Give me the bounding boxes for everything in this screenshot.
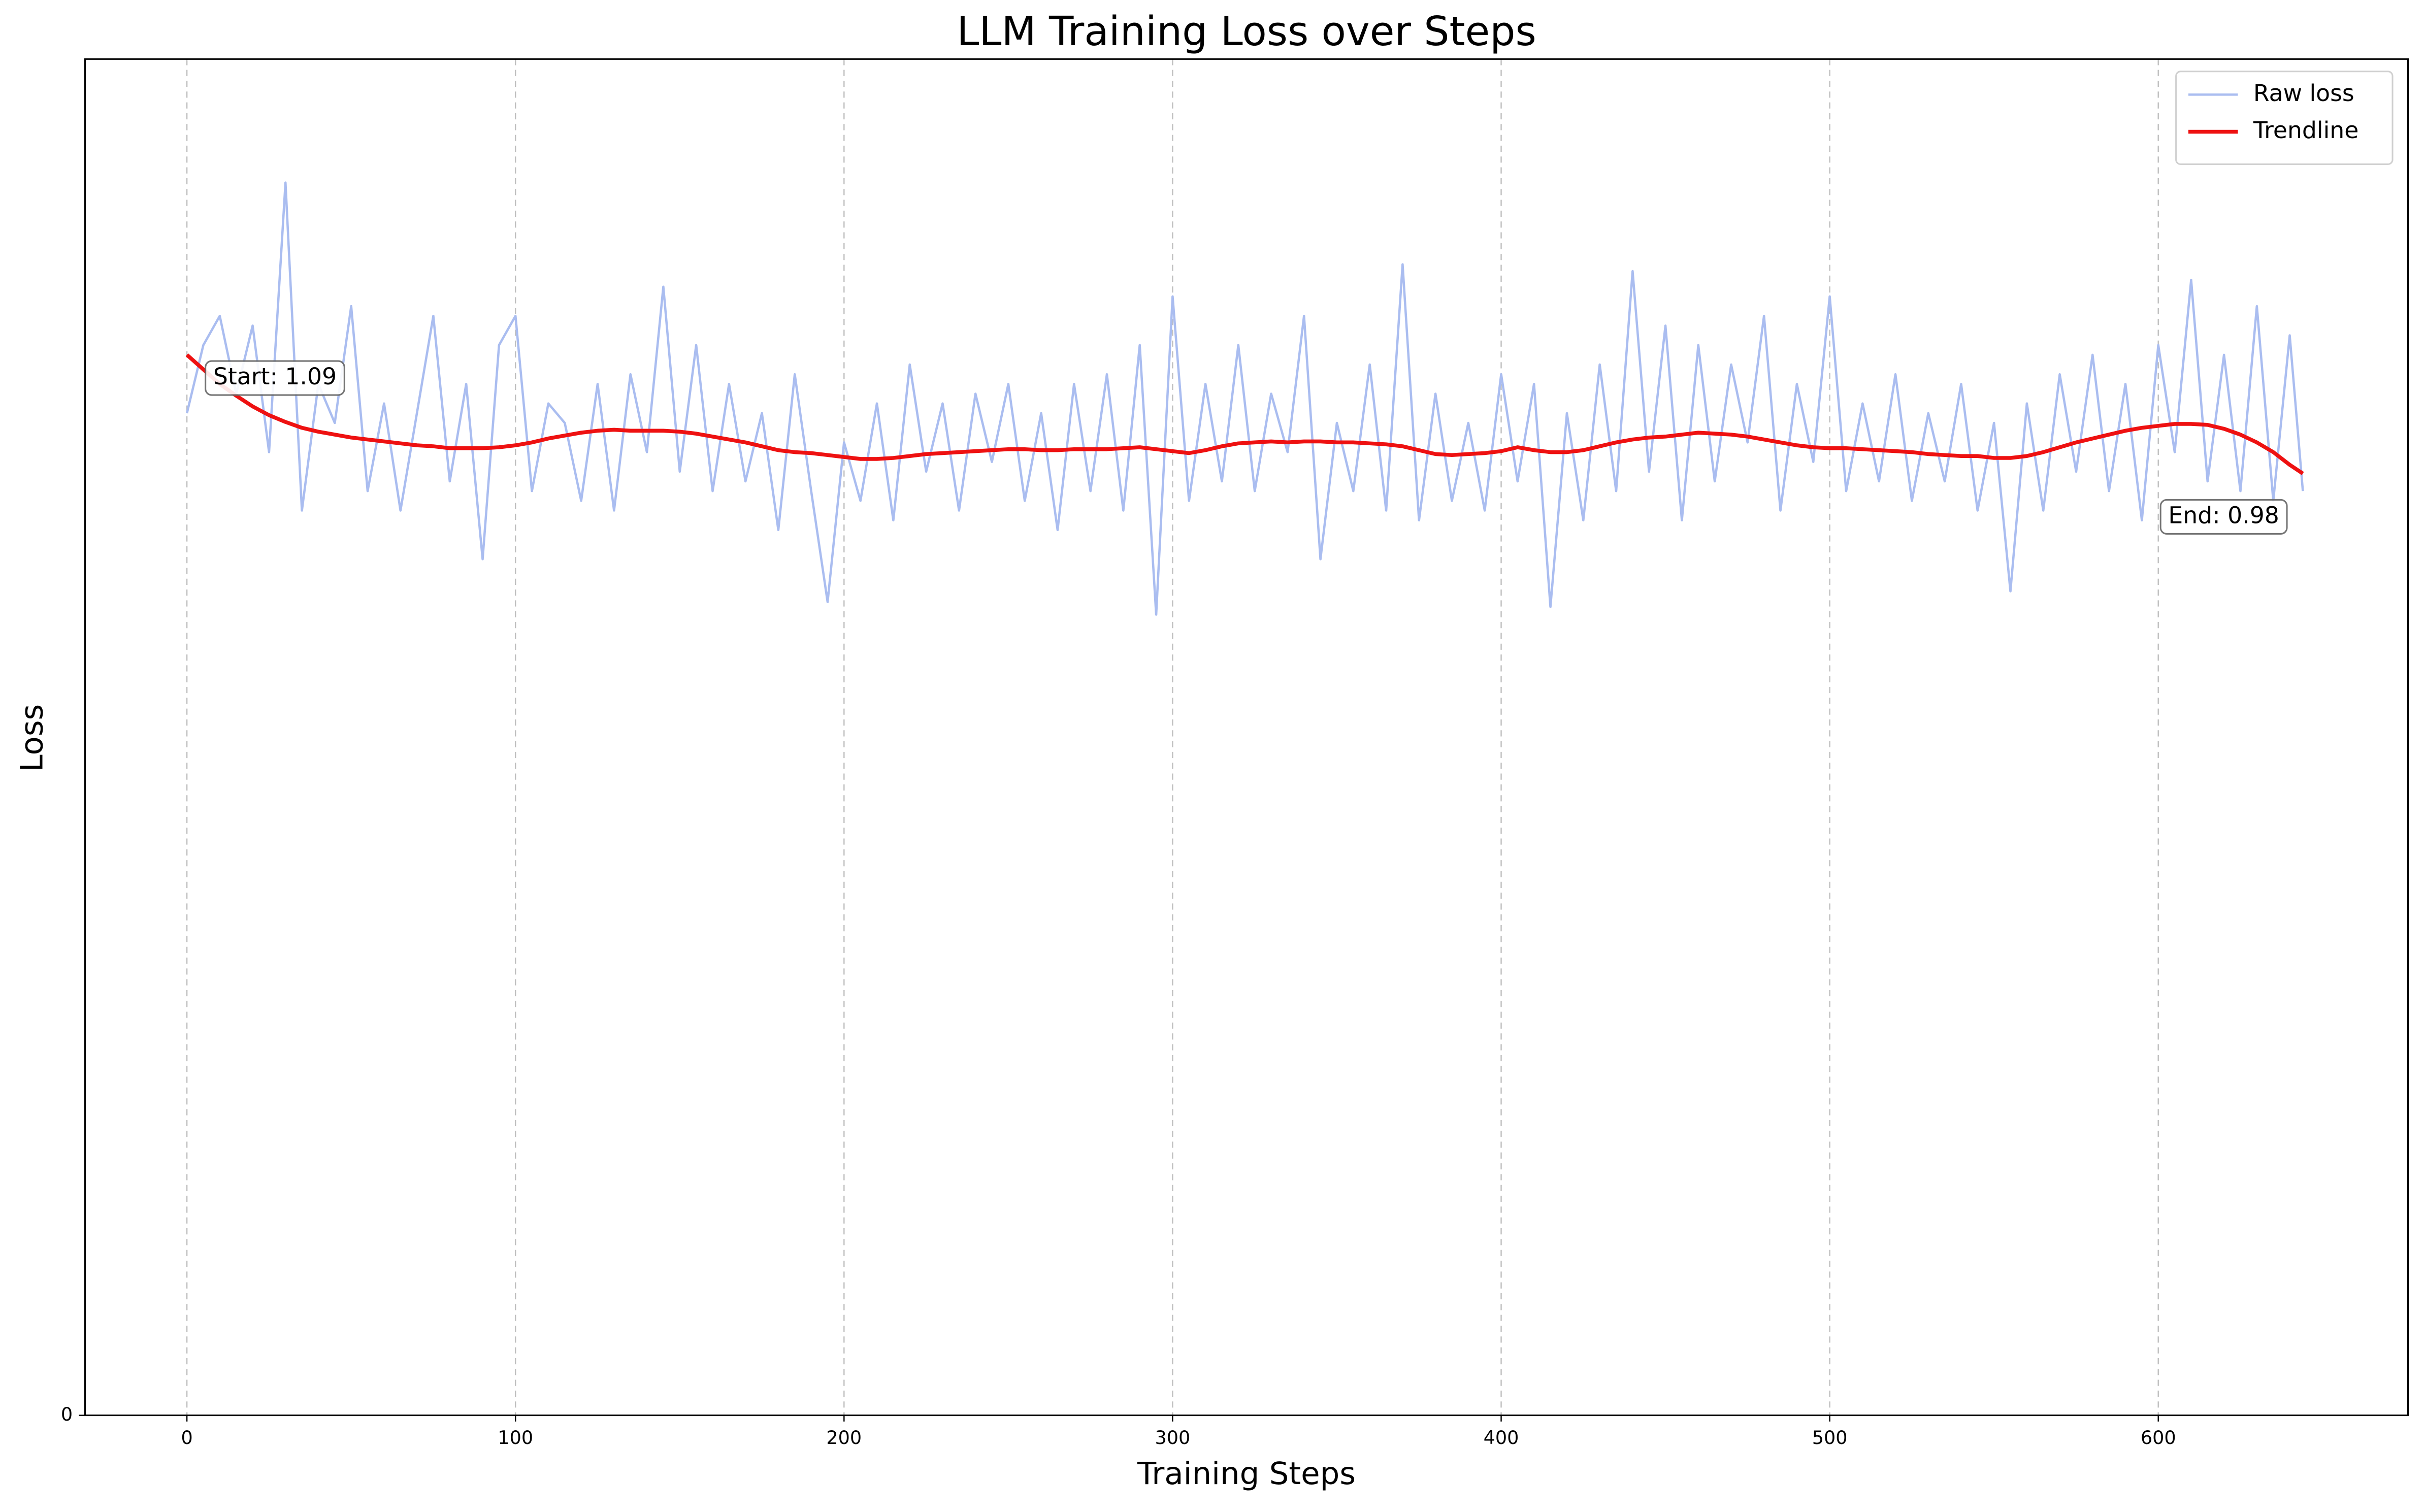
x-tick-label: 100 <box>498 1427 533 1449</box>
annotation-box <box>205 360 345 396</box>
y-tick-label: 0 <box>61 1403 73 1425</box>
x-tick-label: 600 <box>2141 1427 2176 1449</box>
x-tick-label: 0 <box>181 1427 192 1449</box>
legend: Raw loss Trendline <box>2175 71 2394 165</box>
annotation-box <box>2159 499 2288 535</box>
annotation: End: 0.98 <box>2159 499 2288 535</box>
annotation: Start: 1.09 <box>205 360 345 396</box>
chart-title: LLM Training Loss over Steps <box>957 8 1536 55</box>
x-axis-label: Training Steps <box>1137 1456 1356 1492</box>
x-tick-label: 500 <box>1812 1427 1848 1449</box>
annotation-text: Start: 1.09 <box>213 363 337 390</box>
x-tick-label: 200 <box>826 1427 862 1449</box>
line-series <box>185 353 2304 475</box>
legend-label: Trendline <box>2253 117 2358 144</box>
y-axis-label: Loss <box>14 704 50 772</box>
x-tick-label: 300 <box>1155 1427 1191 1449</box>
legend-label: Raw loss <box>2253 80 2354 107</box>
plot-frame <box>84 58 2409 1417</box>
annotation-text: End: 0.98 <box>2168 502 2279 529</box>
line-series <box>185 181 2304 616</box>
x-tick-label: 400 <box>1484 1427 1519 1449</box>
